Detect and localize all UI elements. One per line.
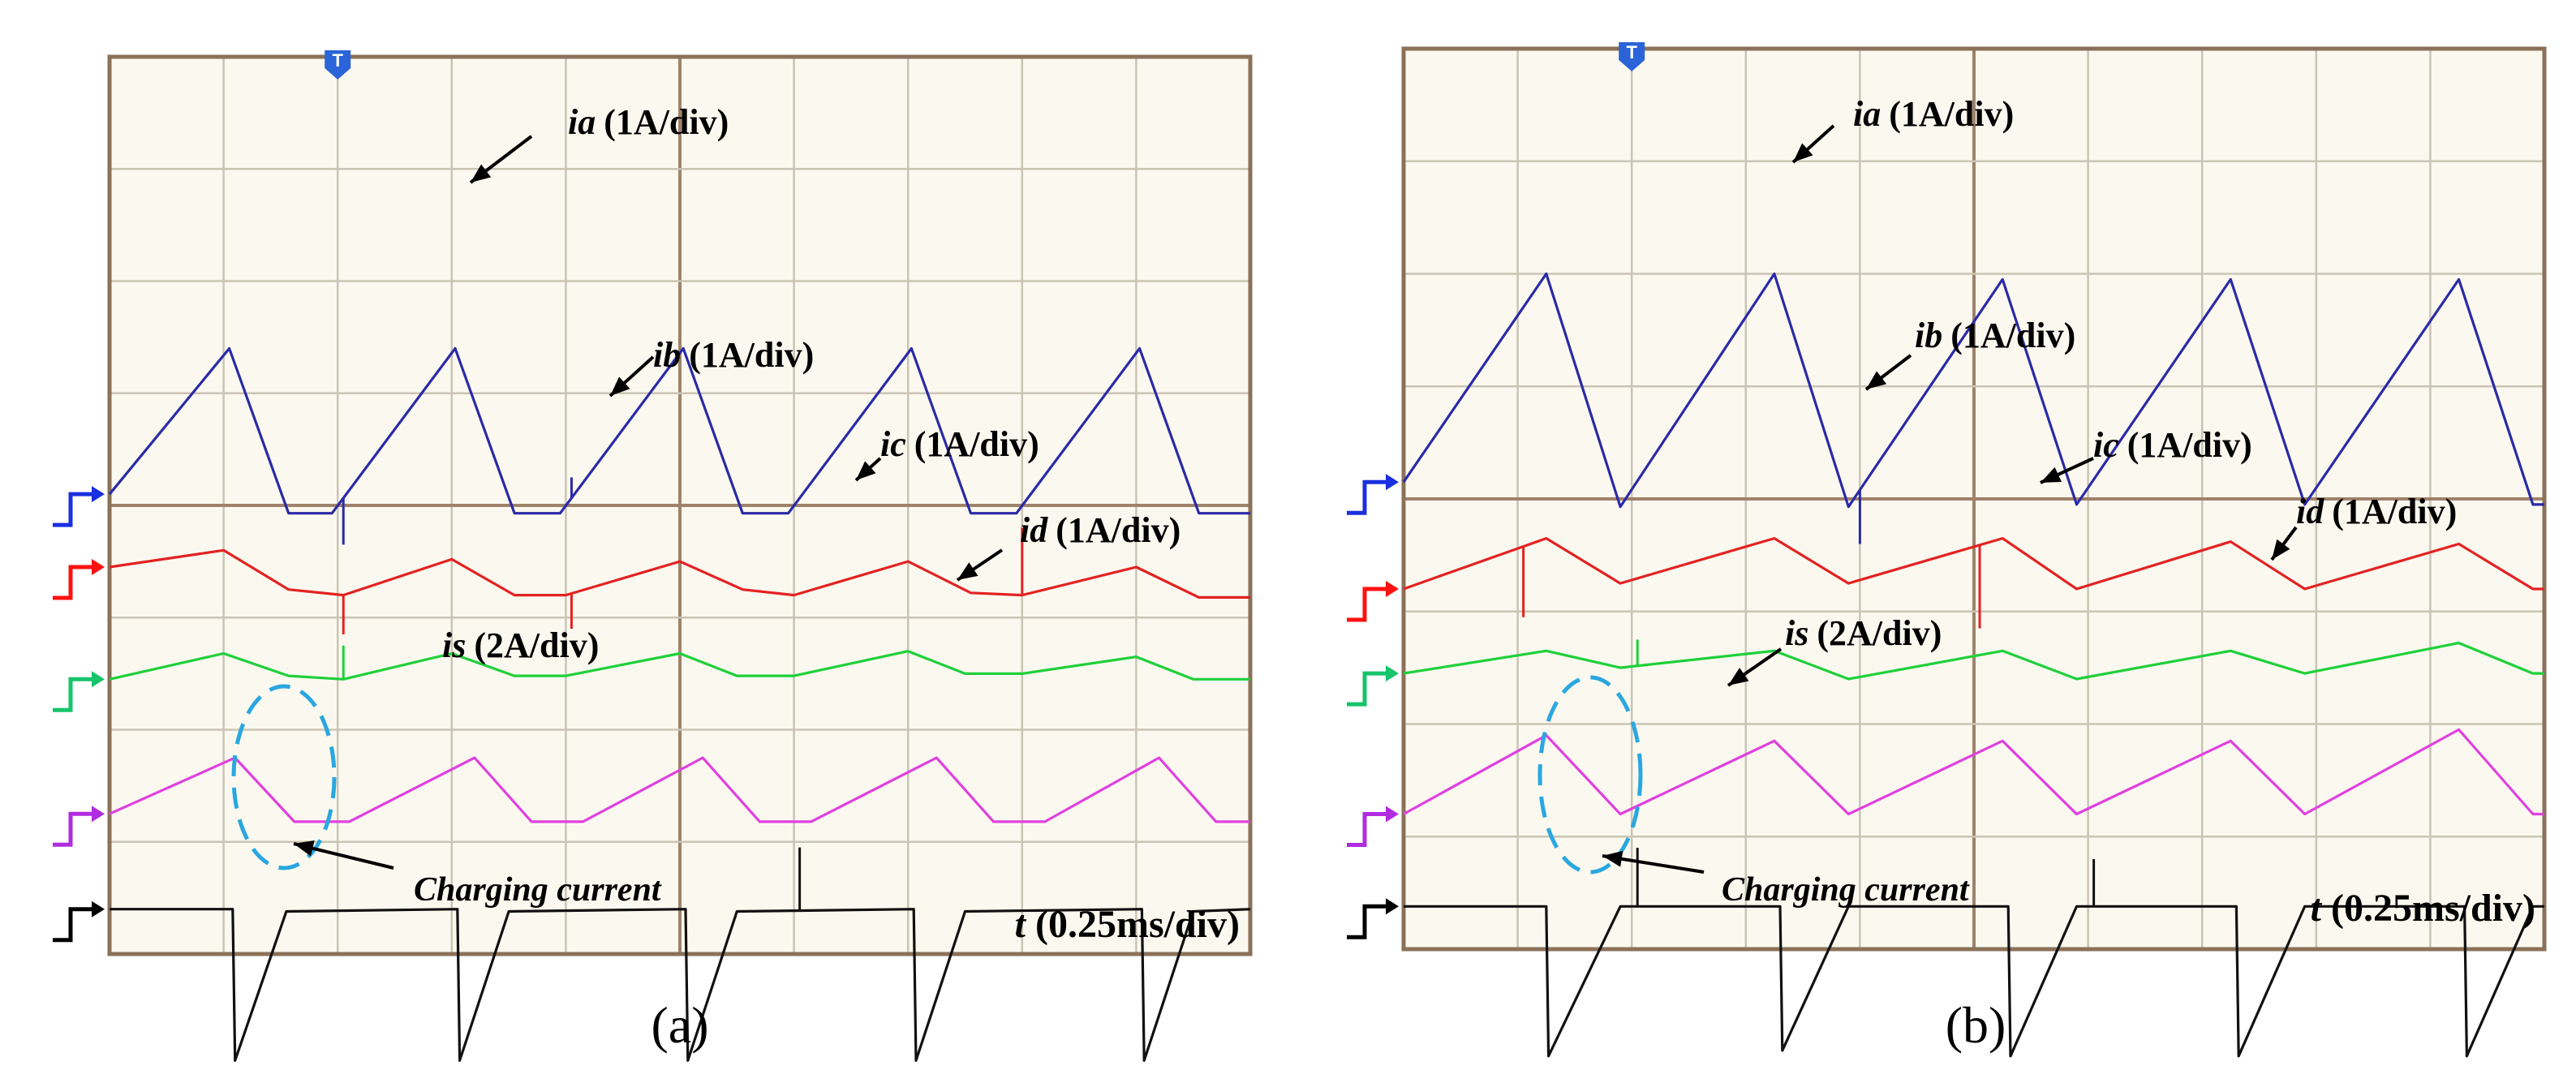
panel-b-marker-ia-tip [1386,474,1399,491]
panel-b-label-ib-scale: (1A/div) [1950,316,2075,355]
panel-b-label-ia-name: ia [1853,94,1881,134]
panel-a-label-ib-scale: (1A/div) [689,335,814,375]
panel-a-marker-ia-tip [92,486,105,503]
panel-a-marker-id [53,811,92,847]
panel-b-trace-is [1404,905,2544,1058]
panel-a-marker-is-tip [92,900,105,918]
panel-b-trigger-badge [1619,42,1645,71]
panel-b-trace-ic [1403,641,2544,681]
panel-a-frame [107,54,1253,956]
panel-a-marker-ia [53,492,92,527]
panel-a-trigger-marker: T [325,50,351,80]
panel-b-label-is: is (2A/div) [1785,613,1942,653]
panel-b-label-id: id (1A/div) [2296,492,2457,531]
panel-b: Tia (1A/div)ib (1A/div)ic (1A/div)id (1A/div… [1347,42,2547,1058]
panel-a-label-is-name: is [442,625,466,665]
panel-b-label-id-name: id [2296,492,2324,531]
panel-b-charging-label: Charging current [1722,871,1970,909]
panel-b-marker-ib [1347,587,1386,622]
panel-a-arrow-charging-head [294,840,315,857]
panel-b-label-ic: ic (1A/div) [2093,425,2252,465]
panel-a-label-id: id (1A/div) [1020,510,1180,550]
panel-a-trigger-label: T [332,50,343,71]
panel-b-marker-ib-tip [1386,581,1399,597]
panel-b-arrow-is-head [1728,668,1749,685]
panel-a-arrow-ic-head [856,461,876,480]
panel-b-marker-id [1347,812,1386,847]
panel-b-label-is-scale: (2A/div) [1817,613,1942,653]
panel-a-label-ib: ib (1A/div) [653,335,814,375]
panel-a-arrow-ib-head [610,376,630,396]
panel-b-charging-ellipse [1537,675,1643,875]
panel-a-trace-is [110,908,1251,1062]
panel-a-label-is: is (2A/div) [442,625,599,665]
panel-b-marker-ia [1347,479,1386,515]
panel-a-label-ic: ic (1A/div) [880,424,1039,464]
panel-a-label-ia: ia (1A/div) [568,102,729,142]
panel-a-timebase-var: t [1015,903,1027,946]
panel-b-label-ia-scale: (1A/div) [1889,94,2014,134]
panel-b-label-id-scale: (1A/div) [2332,492,2457,531]
panel-a-marker-ib [53,565,92,600]
panel-a: Tia (1A/div)ib (1A/div)ic (1A/div)id (1A/div… [53,50,1253,1062]
panel-a-label-ia-name: ia [568,102,596,142]
panel-a-caption: (a) [651,996,708,1054]
panel-b-frame [1401,46,2547,952]
panel-a-timebase-label: t (0.25ms/div) [1015,903,1240,946]
panel-a-label-ic-name: ic [880,424,906,464]
panel-a-label-id-scale: (1A/div) [1056,510,1180,550]
panel-b-label-ia: ia (1A/div) [1853,94,2014,134]
panel-b-label-ic-name: ic [2093,425,2119,465]
panel-a-label-ia-scale: (1A/div) [604,102,729,142]
panel-a-trace-ic [109,650,1250,681]
panel-b-trace-ib [1403,536,2544,591]
panel-b-trace-id [1403,728,2544,816]
panel-a-timebase-unit: (0.25ms/div) [1035,903,1240,946]
panel-b-arrow-ib-head [1866,371,1887,389]
panel-a-arrow-ia-head [471,164,492,183]
panel-a-trace-id [109,756,1250,823]
panel-a-marker-ib-tip [92,559,105,576]
panel-a-label-id-name: id [1020,510,1048,550]
panel-a-charging-ellipse [231,684,337,870]
panel-a-trigger-badge [325,50,351,80]
panel-b-timebase-var: t [2311,887,2323,930]
panel-a-charging-label: Charging current [414,871,662,909]
panel-b-trigger-marker: T [1619,42,1645,71]
panel-b-label-ic-scale: (1A/div) [2127,425,2252,465]
panel-a-trace-ib [109,548,1250,600]
panel-b-marker-ic-tip [1386,665,1399,682]
panel-b-timebase-unit: (0.25ms/div) [2331,887,2535,930]
panel-b-marker-ic [1347,671,1386,707]
panel-b-marker-is [1347,904,1386,939]
panel-a-label-is-scale: (2A/div) [474,625,599,665]
panel-a-marker-ic-tip [92,671,105,688]
panel-a-marker-is [53,907,92,943]
panel-b-label-is-name: is [1785,613,1808,653]
panel-a-arrow-id-head [957,562,978,580]
panel-b-marker-id-tip [1386,806,1399,823]
panel-b-arrow-ia-head [1793,143,1813,162]
panel-a-marker-id-tip [92,806,105,823]
panel-a-label-ib-name: ib [653,335,681,375]
panel-b-arrow-id-head [2272,539,2290,560]
panel-b-caption: (b) [1946,996,2006,1054]
panel-b-trigger-label: T [1626,42,1637,62]
panel-b-label-ib-name: ib [1915,316,1942,355]
panel-b-label-ib: ib (1A/div) [1915,316,2075,355]
panel-b-timebase-label: t (0.25ms/div) [2311,887,2535,930]
panel-b-arrow-charging-head [1602,850,1623,867]
panel-b-marker-is-tip [1386,898,1399,915]
panel-b-trace-ia [1402,272,2544,509]
panel-a-marker-ic [53,677,92,712]
panel-a-trace-ia [108,346,1250,515]
panel-a-label-ic-scale: (1A/div) [914,424,1039,464]
panel-b-arrow-ic-head [2041,466,2062,483]
